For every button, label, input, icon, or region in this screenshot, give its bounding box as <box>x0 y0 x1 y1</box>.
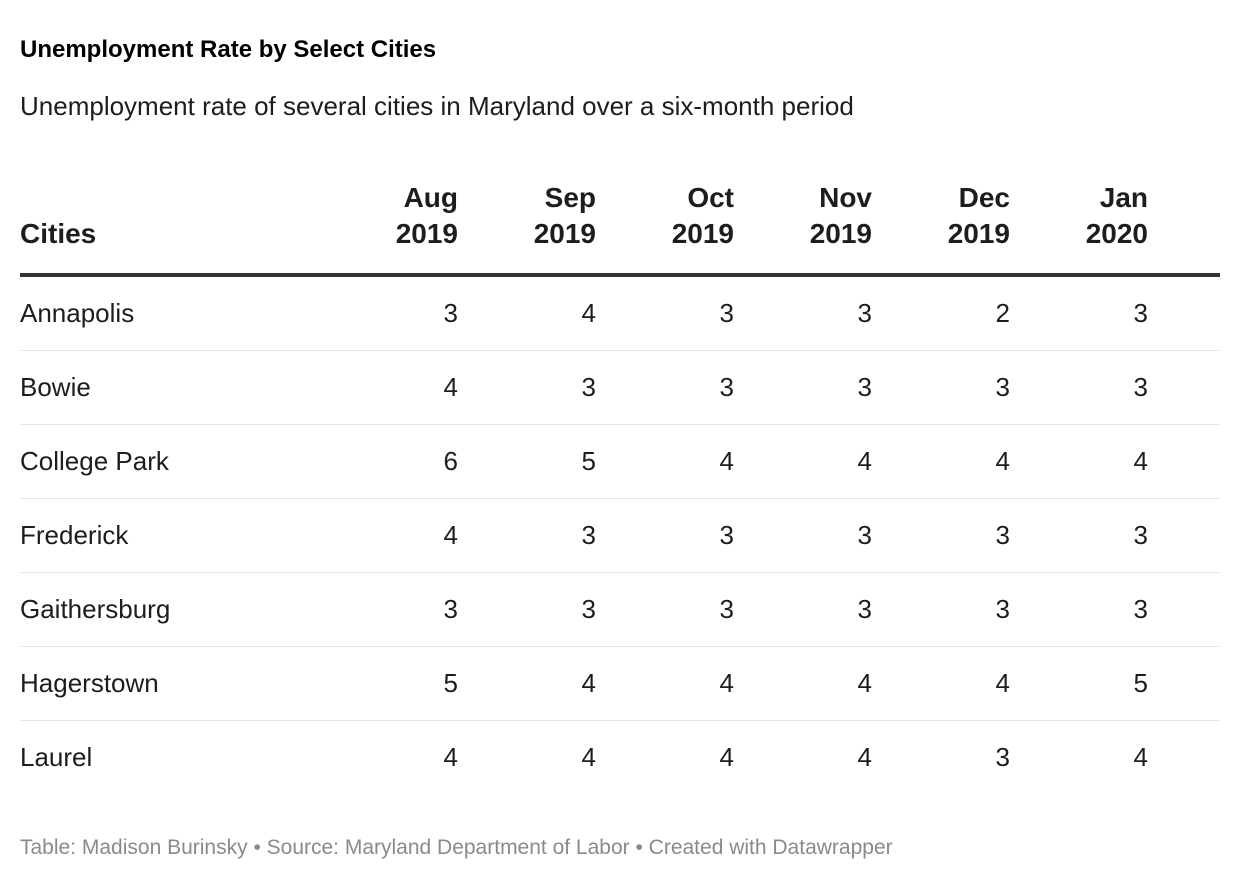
table-row: Annapolis 3 4 3 3 2 3 <box>20 275 1220 351</box>
rate-cell: 4 <box>1133 742 1148 772</box>
rate-cell: 3 <box>320 572 458 647</box>
column-header-year: 2020 <box>1085 218 1148 249</box>
chart-subtitle: Unemployment rate of several cities in M… <box>20 91 854 121</box>
row-spacer <box>1148 275 1220 351</box>
column-header-year: 2019 <box>809 218 872 249</box>
rate-cell: 3 <box>995 742 1010 772</box>
header-row: Cities Aug 2019 Sep 2019 Oct 2019 Nov 20… <box>20 180 1220 277</box>
column-header-oct-2019: Oct 2019 <box>596 180 734 277</box>
rate-cell: 3 <box>872 498 1010 573</box>
rate-cell: 6 <box>320 424 458 499</box>
column-header-cities: Cities <box>20 180 320 277</box>
rate-cell: 4 <box>458 275 596 351</box>
rate-cell: 3 <box>872 572 1010 647</box>
column-header-year: 2019 <box>947 218 1010 249</box>
column-header-nov-2019: Nov 2019 <box>734 180 872 277</box>
rate-cell: 4 <box>872 424 1010 499</box>
rate-cell: 3 <box>596 572 734 647</box>
column-header-month: Jan <box>1099 182 1148 213</box>
rate-cell: 4 <box>734 646 872 721</box>
rate-cell: 3 <box>596 498 734 573</box>
rate-cell: 3 <box>734 275 872 351</box>
rate-cell: 4 <box>320 350 458 425</box>
rate-cell: 3 <box>458 350 596 425</box>
table-row: Bowie 4 3 3 3 3 3 <box>20 350 1220 425</box>
rate-cell: 4 <box>872 646 1010 721</box>
city-cell: Annapolis <box>20 275 320 351</box>
column-header-month: Oct <box>687 182 734 213</box>
column-header-jan-2020: Jan 2020 <box>1010 180 1148 277</box>
rate-cell: 3 <box>734 350 872 425</box>
rate-cell: 4 <box>719 742 734 772</box>
column-header-year: 2019 <box>671 218 734 249</box>
rate-cell: 3 <box>1010 350 1148 425</box>
table-row: Gaithersburg 3 3 3 3 3 3 <box>20 572 1220 647</box>
rate-cell: 4 <box>596 424 734 499</box>
table-row: College Park 6 5 4 4 4 4 <box>20 424 1220 499</box>
rate-cell: 2 <box>872 275 1010 351</box>
column-header-aug-2019: Aug 2019 <box>320 180 458 277</box>
row-spacer <box>1148 350 1220 425</box>
table-row: Laurel 4 4 4 4 3 4 <box>20 721 1220 795</box>
rate-cell: 4 <box>857 742 872 772</box>
rate-cell: 5 <box>1010 646 1148 721</box>
rate-cell: 4 <box>596 646 734 721</box>
row-spacer <box>1148 498 1220 573</box>
column-header-year: 2019 <box>533 218 596 249</box>
column-header-year: 2019 <box>395 218 458 249</box>
column-header-month: Aug <box>403 182 458 213</box>
table-body: Annapolis 3 4 3 3 2 3 Bowie 4 3 3 3 3 3 College Park 6 5… <box>20 275 1220 794</box>
rate-cell: 4 <box>443 742 458 772</box>
city-cell: College Park <box>20 424 320 499</box>
table-header: Cities Aug 2019 Sep 2019 Oct 2019 Nov 20… <box>20 180 1220 277</box>
rate-cell: 3 <box>734 572 872 647</box>
rate-cell: 3 <box>596 275 734 351</box>
rate-cell: 3 <box>320 275 458 351</box>
header-spacer <box>1148 180 1220 277</box>
table-row: Hagerstown 5 4 4 4 4 5 <box>20 646 1220 721</box>
rate-cell: 3 <box>1010 275 1148 351</box>
data-table: Cities Aug 2019 Sep 2019 Oct 2019 Nov 20… <box>20 180 1220 794</box>
column-header-month: Nov <box>819 182 872 213</box>
chart-title: Unemployment Rate by Select Cities <box>20 36 437 63</box>
row-spacer <box>1148 646 1220 721</box>
rate-cell: 4 <box>320 498 458 573</box>
rate-cell: 3 <box>1010 572 1148 647</box>
column-header-sep-2019: Sep 2019 <box>458 180 596 277</box>
table-row: Frederick 4 3 3 3 3 3 <box>20 498 1220 573</box>
column-header-dec-2019: Dec 2019 <box>872 180 1010 277</box>
rate-cell: 3 <box>872 350 1010 425</box>
rate-cell: 5 <box>320 646 458 721</box>
rate-cell: 3 <box>458 572 596 647</box>
row-spacer <box>1148 572 1220 647</box>
city-cell: Gaithersburg <box>20 572 320 647</box>
column-header-month: Sep <box>544 182 596 213</box>
row-spacer <box>1148 424 1220 499</box>
rate-cell: 4 <box>581 742 596 772</box>
rate-cell: 4 <box>734 424 872 499</box>
rate-cell: 4 <box>458 646 596 721</box>
city-cell: Hagerstown <box>20 646 320 721</box>
city-cell: Bowie <box>20 350 320 425</box>
column-header-month: Dec <box>958 182 1010 213</box>
rate-cell: 3 <box>596 350 734 425</box>
rate-cell: 3 <box>734 498 872 573</box>
city-cell: Laurel <box>20 742 93 772</box>
rate-cell: 5 <box>458 424 596 499</box>
rate-cell: 3 <box>1010 498 1148 573</box>
city-cell: Frederick <box>20 498 320 573</box>
rate-cell: 4 <box>1010 424 1148 499</box>
row-spacer <box>1148 721 1220 795</box>
chart-footer: Table: Madison Burinsky • Source: Maryla… <box>20 836 893 859</box>
rate-cell: 3 <box>458 498 596 573</box>
